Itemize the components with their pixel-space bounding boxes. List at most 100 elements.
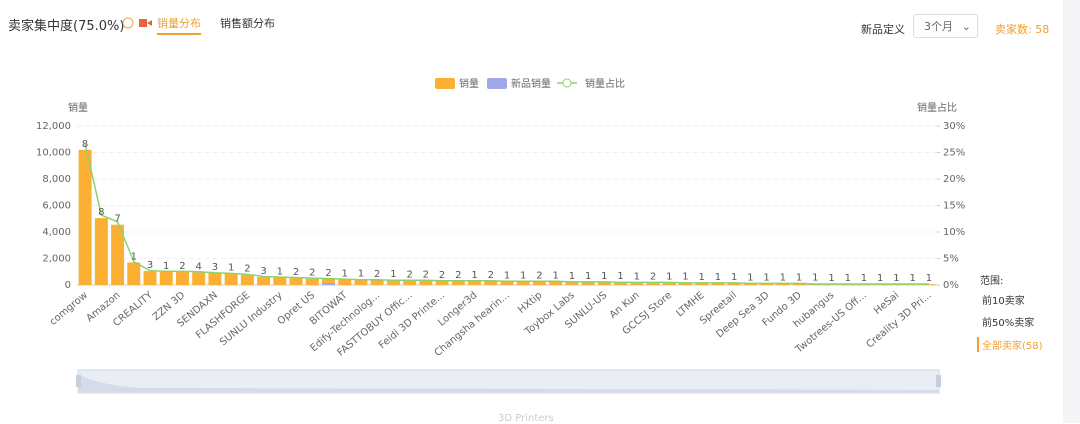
- bar: [776, 283, 790, 285]
- bar: [565, 281, 579, 285]
- data-label: 1: [228, 263, 234, 274]
- tab-active[interactable]: 销量分布: [157, 15, 201, 35]
- bar: [451, 280, 465, 285]
- data-label: 2: [423, 270, 429, 281]
- title: 卖家集中度(75.0%): [8, 19, 125, 34]
- data-label: 2: [488, 270, 494, 281]
- bar: [224, 273, 238, 285]
- data-label: 2: [536, 271, 542, 282]
- data-label: 1: [682, 272, 688, 283]
- data-label: 3: [212, 262, 218, 273]
- bar: [532, 281, 546, 285]
- legend-swatch: [435, 78, 455, 89]
- data-label: 1: [877, 273, 883, 284]
- share-line: [84, 143, 929, 285]
- data-label: 1: [585, 271, 591, 282]
- bar: [468, 281, 482, 285]
- range-option-active[interactable]: 全部卖家(58): [977, 337, 1043, 352]
- zoom-handle[interactable]: [76, 375, 81, 387]
- y-tick-label: 12,000: [36, 121, 71, 132]
- data-label: 2: [374, 269, 380, 280]
- y2-axis-title: 销量占比: [917, 101, 957, 114]
- range-option[interactable]: 前50%卖家: [982, 318, 1035, 329]
- y-axis-title: 销量: [68, 101, 88, 114]
- y2-tick-label: 0%: [943, 280, 959, 291]
- data-label: 1: [569, 271, 575, 282]
- bar: [760, 283, 774, 285]
- data-label: 1: [520, 270, 526, 281]
- data-label: 1: [699, 272, 705, 283]
- data-label: 2: [179, 261, 185, 272]
- y2-tick-label: 30%: [943, 121, 965, 132]
- y-tick-label: 10,000: [36, 148, 71, 159]
- data-label: 2: [309, 268, 315, 279]
- tab[interactable]: 销售额分布: [220, 17, 275, 30]
- bar: [630, 282, 644, 285]
- data-label: 1: [731, 272, 737, 283]
- data-label: 1: [715, 272, 721, 283]
- new-def-label: 新品定义: [861, 23, 905, 36]
- data-label: 8: [82, 139, 88, 150]
- data-label: 1: [471, 270, 477, 281]
- bar: [370, 279, 384, 285]
- data-label: 1: [617, 271, 623, 282]
- bar: [175, 272, 189, 285]
- legend-label: 销量占比: [585, 77, 625, 90]
- bar: [711, 283, 725, 285]
- bar: [192, 272, 206, 285]
- data-label: 4: [196, 261, 202, 272]
- x-tick-label: HXtip: [516, 290, 544, 316]
- video-icon[interactable]: [139, 19, 147, 27]
- data-label: 2: [325, 268, 331, 279]
- data-label: 1: [358, 269, 364, 280]
- y2-tick-label: 25%: [943, 148, 965, 159]
- bar: [679, 282, 692, 285]
- bar: [127, 262, 141, 285]
- data-label: 2: [650, 271, 656, 282]
- y-tick-label: 6,000: [42, 201, 71, 212]
- bar: [111, 224, 125, 285]
- y2-tick-label: 10%: [943, 227, 965, 238]
- range-title: 范围:: [980, 276, 1004, 287]
- bar: [322, 279, 335, 285]
- data-label: 1: [504, 270, 510, 281]
- data-label: 1: [893, 273, 899, 284]
- y-tick-label: 2,000: [42, 254, 71, 265]
- bar: [662, 282, 676, 285]
- x-tick-label: comgrow: [48, 290, 90, 328]
- bar: [354, 279, 368, 285]
- data-label: 3: [260, 266, 266, 277]
- data-label: 1: [634, 271, 640, 282]
- data-label: 2: [244, 264, 250, 275]
- y-tick-label: 0: [65, 280, 71, 291]
- bar: [403, 280, 417, 285]
- data-label: 7: [114, 214, 120, 225]
- data-label: 1: [763, 272, 769, 283]
- data-label: 3: [147, 260, 153, 271]
- legend-swatch: [487, 78, 507, 89]
- video-icon-tip: [147, 20, 152, 26]
- data-label: 2: [439, 270, 445, 281]
- period-value: 3个月: [924, 20, 953, 33]
- data-label: 1: [390, 269, 396, 280]
- bar: [78, 149, 92, 285]
- data-label: 1: [796, 273, 802, 284]
- help-icon[interactable]: [122, 17, 134, 29]
- range-option[interactable]: 前10卖家: [982, 296, 1025, 307]
- data-label: 1: [845, 273, 851, 284]
- period-select[interactable]: 3个月 ⌄: [913, 14, 978, 38]
- zoom-preview: [79, 375, 938, 392]
- bar: [273, 277, 287, 285]
- data-label: 2: [293, 267, 299, 278]
- bar: [727, 283, 741, 285]
- bar: [792, 283, 806, 285]
- bar: [240, 274, 254, 285]
- title-icons: [122, 17, 152, 29]
- zoom-handle[interactable]: [936, 375, 941, 387]
- data-label: 1: [666, 272, 672, 283]
- bar: [581, 281, 595, 285]
- bar: [500, 281, 514, 285]
- data-label: 1: [277, 267, 283, 278]
- bar: [435, 280, 449, 285]
